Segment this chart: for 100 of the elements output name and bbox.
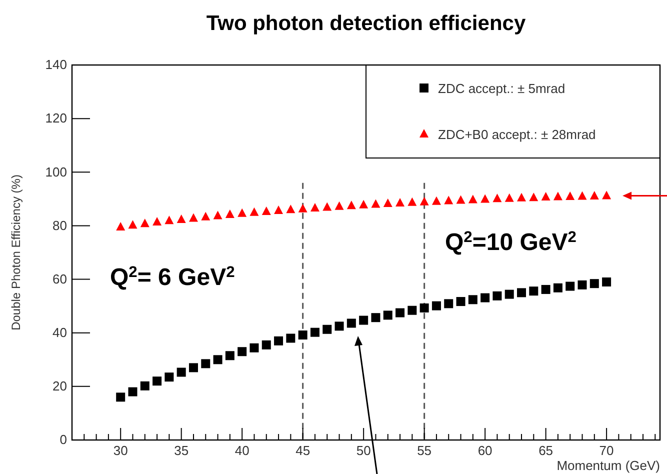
point (310, 328, 320, 337)
x-tick-label: 40 (234, 443, 250, 458)
point (480, 194, 490, 203)
y-tick-label: 60 (52, 271, 67, 286)
point (383, 310, 392, 320)
point (128, 387, 138, 396)
x-tick-label: 30 (113, 443, 128, 458)
point (396, 198, 405, 206)
point (408, 197, 417, 206)
point (602, 190, 612, 200)
point (322, 324, 332, 334)
point (213, 210, 222, 220)
point (310, 203, 320, 212)
point (116, 222, 126, 231)
x-tick-label: 35 (174, 443, 189, 458)
chart-title: Two photon detection efficiency (206, 12, 526, 35)
point (529, 192, 538, 202)
x-tick-label: 65 (538, 443, 554, 458)
point (346, 200, 356, 210)
point (322, 202, 332, 211)
point (492, 194, 502, 202)
y-tick-label: 100 (45, 164, 67, 180)
x-tick-label: 60 (478, 443, 492, 458)
point (140, 218, 150, 228)
annotation: Q$^{2}$= 6 GeV$^{2}$ (110, 264, 236, 291)
point (176, 368, 186, 377)
point (590, 279, 599, 288)
point (116, 392, 126, 402)
point (334, 201, 344, 210)
x-tick-label: 55 (417, 443, 432, 458)
point (566, 282, 575, 291)
point (420, 196, 429, 206)
point (444, 196, 454, 204)
point (176, 214, 186, 224)
point (238, 208, 247, 217)
point (504, 290, 514, 299)
y-tick-label: 140 (45, 57, 67, 72)
x-tick-label: 45 (296, 443, 310, 458)
point (541, 284, 550, 294)
point (164, 216, 174, 224)
point (553, 283, 562, 292)
point (152, 216, 162, 226)
point (602, 277, 612, 286)
point (262, 340, 271, 350)
y-axis-title: Double Photon Efficiency (%) (9, 174, 23, 330)
x-axis-title: Momentum (GeV) (556, 458, 660, 473)
point (420, 303, 429, 312)
point (274, 336, 284, 346)
point (298, 330, 308, 340)
point (517, 192, 526, 202)
point (201, 212, 210, 220)
point (541, 192, 550, 201)
point (140, 381, 150, 390)
point (334, 322, 344, 331)
point (286, 204, 296, 214)
point (128, 220, 138, 229)
legend-label: ZDC+B0 accept.: ± 28mrad (438, 127, 596, 142)
y-tick-label: 120 (45, 110, 67, 126)
point (371, 199, 380, 208)
point (225, 351, 234, 360)
point (164, 372, 174, 382)
point (396, 308, 405, 318)
y-tick-label: 80 (52, 218, 67, 233)
point (468, 295, 478, 304)
point (201, 359, 210, 368)
point (383, 198, 392, 207)
point (432, 196, 441, 205)
point (529, 286, 538, 296)
point (408, 306, 417, 315)
point (444, 299, 454, 308)
point (553, 192, 562, 200)
point (578, 280, 587, 290)
point (188, 213, 198, 222)
point (250, 207, 259, 216)
point (566, 192, 575, 200)
x-tick-label: 50 (356, 443, 371, 458)
y-tick-label: 20 (52, 378, 67, 394)
point (213, 355, 222, 364)
point (262, 206, 271, 216)
point (456, 195, 466, 204)
point (225, 209, 234, 218)
point (578, 191, 587, 200)
point (480, 293, 490, 302)
point (359, 316, 368, 325)
point (152, 376, 162, 386)
point (250, 343, 259, 352)
point (468, 194, 478, 204)
point (590, 190, 599, 200)
point (456, 297, 466, 306)
annotation: Q$^{2}$=10 GeV$^{2}$ (445, 228, 577, 256)
point (504, 193, 514, 202)
point (238, 347, 247, 356)
y-tick-label: 0 (60, 432, 67, 448)
point (274, 205, 284, 214)
point (492, 291, 502, 300)
point (188, 363, 198, 372)
point (371, 313, 380, 322)
point (286, 334, 296, 343)
point (432, 301, 441, 310)
point (298, 204, 308, 212)
